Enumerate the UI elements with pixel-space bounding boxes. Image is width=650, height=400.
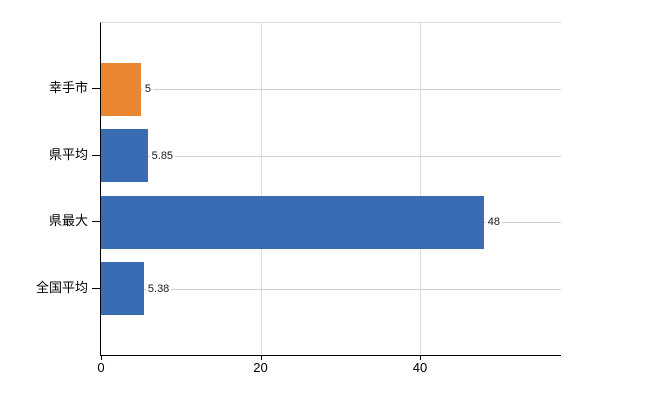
x-axis-tick-label: 20 bbox=[253, 360, 268, 375]
category-tick-mark bbox=[92, 154, 100, 156]
category-label: 幸手市 bbox=[48, 80, 88, 96]
bar-1 bbox=[101, 62, 141, 116]
x-axis-tick-mark bbox=[260, 355, 262, 360]
x-axis-tick-label: 40 bbox=[412, 360, 428, 375]
value-label: 5.38 bbox=[145, 281, 172, 296]
row-gridline bbox=[101, 288, 561, 290]
category-tick-mark bbox=[92, 287, 100, 289]
value-label: 5 bbox=[142, 82, 153, 97]
category-label: 全国平均 bbox=[35, 279, 88, 295]
category-label: 県最大 bbox=[48, 213, 88, 229]
category-tick-mark bbox=[92, 88, 100, 90]
row-gridline bbox=[101, 89, 561, 91]
bar-4 bbox=[101, 262, 144, 316]
value-label: 48 bbox=[485, 215, 503, 230]
value-label: 5.85 bbox=[149, 148, 176, 163]
category-tick-mark bbox=[92, 221, 100, 223]
row-gridline bbox=[101, 155, 561, 157]
x-axis-tick-label: 0 bbox=[97, 360, 105, 375]
x-axis-tick-mark bbox=[420, 355, 421, 360]
column-gridline-40 bbox=[420, 23, 421, 355]
plot-area: 5 5.85 48 5.38 bbox=[100, 22, 561, 356]
column-gridline-20 bbox=[260, 23, 262, 355]
bar-3 bbox=[101, 195, 484, 249]
bar-2 bbox=[101, 129, 148, 183]
category-label: 県平均 bbox=[48, 146, 88, 162]
x-axis-tick-mark bbox=[101, 355, 102, 360]
